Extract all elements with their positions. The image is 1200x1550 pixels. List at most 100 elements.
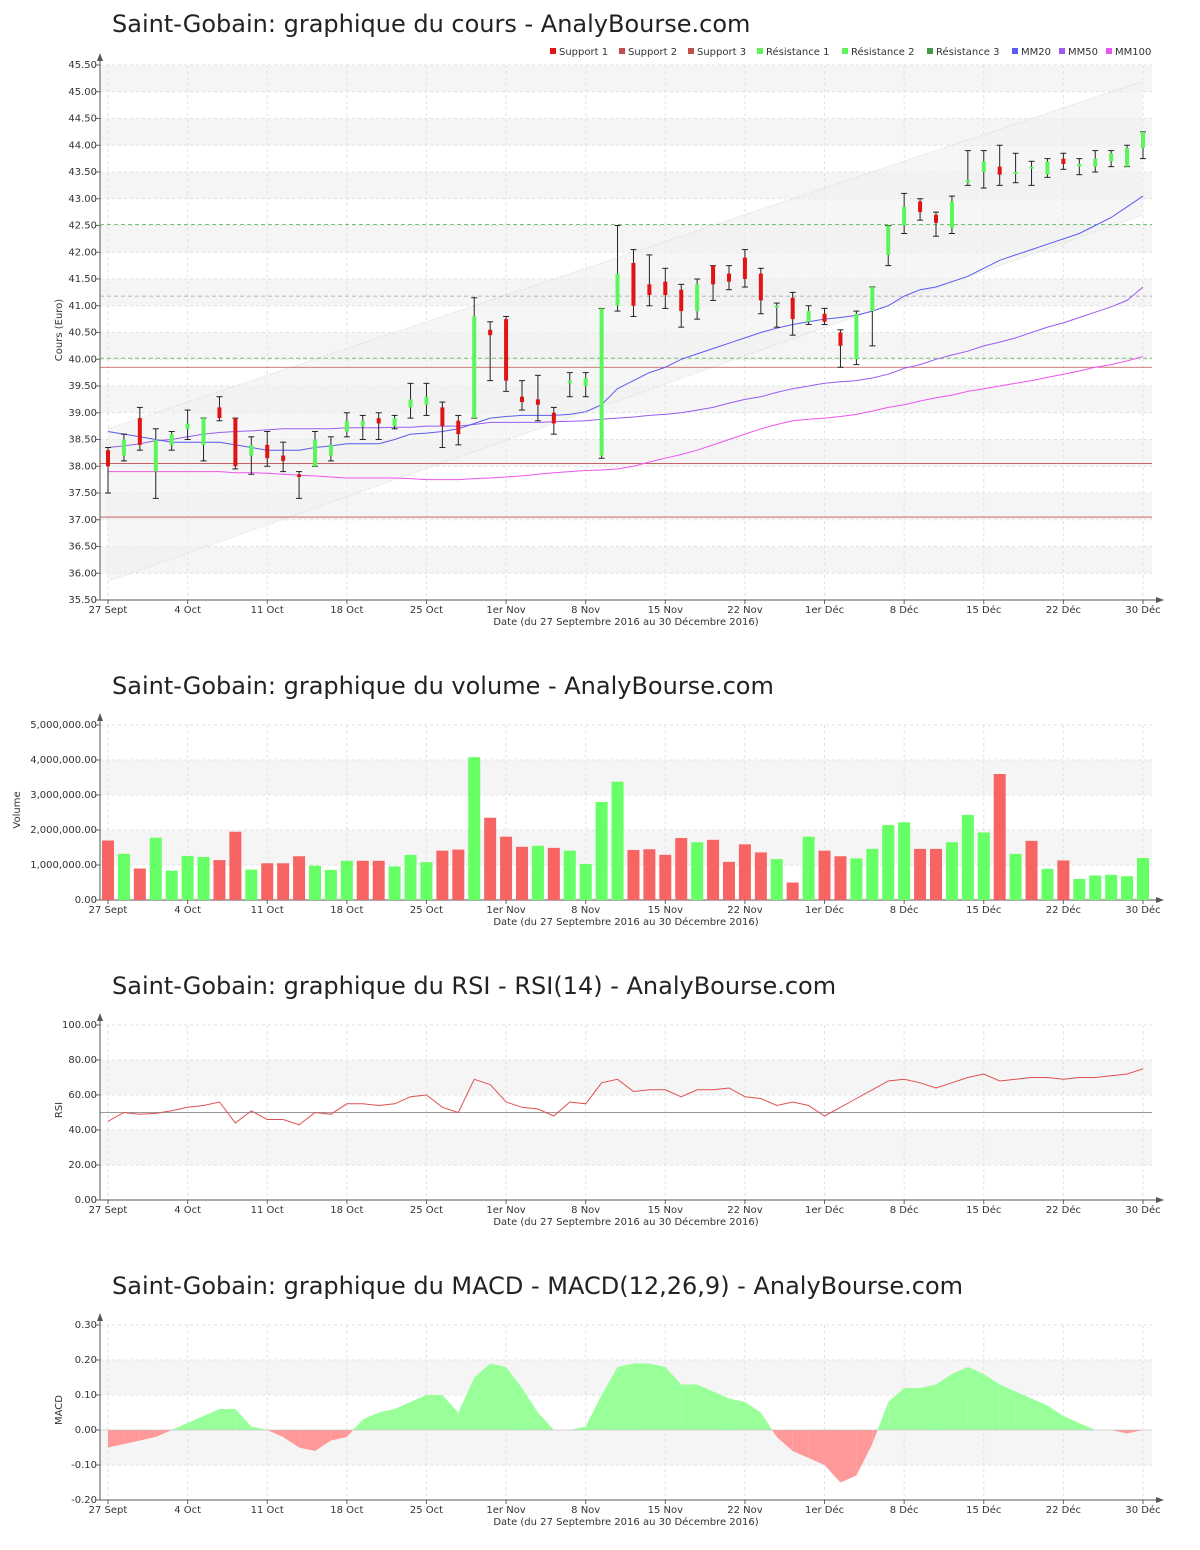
macd-area-segment [108, 1430, 124, 1448]
candle-body [997, 166, 1002, 175]
x-tick-label: 1er Nov [486, 605, 525, 616]
volume-bar [213, 860, 226, 900]
x-tick-label: 1er Déc [805, 1204, 844, 1216]
volume-bar [356, 860, 369, 900]
volume-bar [691, 842, 704, 900]
macd-area-segment [410, 1395, 427, 1430]
x-tick-label: 30 Déc [1125, 1204, 1160, 1216]
volume-bar [324, 869, 337, 900]
volume-bar [754, 852, 767, 900]
x-tick-label: 15 Nov [648, 1205, 684, 1216]
volume-bar [738, 844, 751, 900]
volume-bar [340, 860, 353, 900]
x-axis-title: Date (du 27 Septembre 2016 au 30 Décembr… [493, 1516, 758, 1528]
y-tick-label: 36.50 [68, 542, 97, 553]
x-tick-label: 1er Déc [805, 904, 844, 916]
x-tick-label: 18 Oct [330, 905, 363, 916]
x-tick-label: 27 Sept [89, 1505, 128, 1516]
x-tick-label: 30 Déc [1125, 604, 1160, 616]
macd-area-segment [219, 1409, 236, 1430]
volume-bar [245, 869, 258, 900]
volume-bar [1025, 840, 1038, 900]
trend-channel [108, 81, 1143, 582]
volume-panel: Saint-Gobain: graphique du volume - Anal… [0, 660, 1200, 940]
volume-bar [993, 774, 1006, 900]
candle-body [965, 180, 970, 183]
y-axis-arrow [97, 1013, 103, 1021]
x-tick-label: 30 Déc [1125, 1504, 1160, 1516]
x-tick-label: 8 Déc [890, 1504, 919, 1516]
y-tick-label: 37.50 [68, 488, 97, 499]
macd-area-segment [999, 1384, 1016, 1430]
legend-swatch [842, 48, 848, 54]
trend-channel-upper [107, 80, 1144, 430]
macd-area-segment [330, 1430, 347, 1441]
candle-body [106, 450, 110, 467]
volume-bar [1137, 858, 1149, 900]
volume-bar [1009, 853, 1022, 900]
x-tick-label: 18 Oct [330, 1205, 363, 1216]
macd-area-segment [394, 1402, 411, 1430]
x-tick-label: 22 Déc [1046, 1204, 1081, 1216]
price-chart-title: Saint-Gobain: graphique du cours - Analy… [112, 10, 751, 38]
volume-bar [1057, 860, 1070, 900]
volume-bar [436, 850, 449, 900]
y-tick-label: 0.00 [75, 1425, 97, 1436]
macd-area-segment [877, 1402, 889, 1430]
macd-area-segment [569, 1426, 586, 1430]
y-tick-label: 4,000,000.00 [30, 755, 97, 766]
macd-area-segment [1111, 1430, 1128, 1434]
y-tick-label: 36.00 [68, 568, 97, 579]
legend-label: Support 2 [628, 47, 677, 58]
volume-bar [372, 860, 385, 900]
macd-area-segment [713, 1391, 729, 1430]
x-tick-label: 11 Oct [251, 1505, 284, 1516]
macd-area-segment [824, 1430, 841, 1483]
x-tick-label: 1er Nov [486, 1205, 525, 1216]
y-tick-label: 41.50 [68, 274, 97, 285]
volume-bar [723, 861, 735, 900]
x-tick-label: 25 Oct [410, 1505, 443, 1516]
candle-body [185, 423, 190, 429]
x-tick-label: 11 Oct [251, 905, 284, 916]
volume-bar [468, 757, 481, 900]
candle-body [1013, 172, 1018, 174]
legend-swatch [550, 48, 556, 54]
y-tick-label: 60.00 [68, 1090, 97, 1101]
candle-body [1029, 166, 1034, 169]
macd-area-segment [283, 1430, 300, 1448]
y-tick-label: 39.00 [68, 408, 97, 419]
y-tick-label: 42.00 [68, 247, 97, 258]
x-tick-label: 18 Oct [330, 1505, 363, 1516]
candle-body [488, 329, 493, 336]
macd-area-segment [442, 1395, 459, 1430]
macd-area-segment [474, 1363, 491, 1430]
macd-area-segment [729, 1398, 745, 1430]
volume-bar [850, 858, 863, 900]
candle-body [774, 305, 779, 308]
macd-area-segment [792, 1430, 809, 1458]
y-tick-label: 0.20 [75, 1355, 97, 1366]
y-tick-label: 38.50 [68, 435, 97, 446]
volume-bar [1121, 876, 1134, 900]
volume-bar [627, 849, 640, 900]
x-tick-label: 22 Déc [1046, 904, 1081, 916]
candle-body [1045, 161, 1050, 175]
y-tick-label: 44.50 [68, 114, 97, 125]
candle-body [535, 399, 540, 405]
macd-area-segment [426, 1395, 443, 1430]
legend-label: Support 1 [559, 47, 608, 58]
candle-body [934, 214, 938, 223]
candle-body [360, 420, 365, 427]
volume-bar [531, 845, 544, 900]
macd-area-segment [601, 1367, 618, 1430]
volume-bar [197, 856, 210, 900]
x-tick-label: 15 Déc [966, 1204, 1001, 1216]
candle-body [822, 313, 827, 322]
macd-area-segment [840, 1430, 857, 1483]
macd-area-segment [872, 1430, 878, 1444]
volume-bar [1073, 879, 1086, 900]
candle-body [806, 311, 811, 322]
price-chart: 35.50 36.00 36.50 37.00 37.50 38.00 38.50 39.00… [54, 46, 1164, 628]
macd-area-segment [251, 1426, 268, 1430]
